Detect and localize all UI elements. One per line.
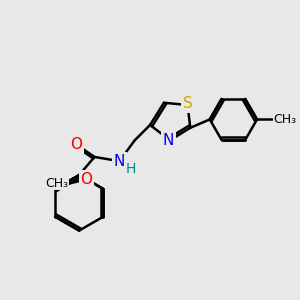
Text: O: O — [70, 137, 83, 152]
Text: CH₃: CH₃ — [45, 177, 68, 190]
Text: CH₃: CH₃ — [274, 113, 297, 126]
Text: N: N — [163, 133, 174, 148]
Text: S: S — [183, 96, 192, 111]
Text: H: H — [126, 162, 136, 176]
Text: N: N — [114, 154, 125, 169]
Text: O: O — [81, 172, 93, 187]
